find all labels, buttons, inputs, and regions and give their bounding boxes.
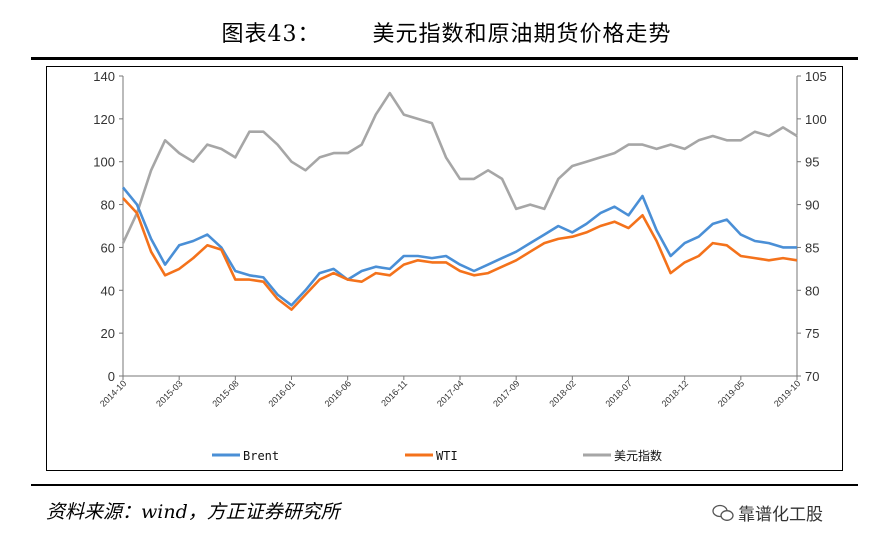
- x-tick-label: 2018-12: [660, 378, 690, 408]
- legend-label-Brent: Brent: [243, 449, 279, 463]
- source-note: 资料来源：wind，方正证券研究所: [46, 501, 340, 523]
- x-tick-label: 2016-11: [379, 378, 409, 408]
- y-right-tick-label: 105: [805, 69, 827, 84]
- series-line-WTI: [122, 197, 798, 311]
- x-tick-label: 2018-02: [547, 378, 577, 408]
- y-left-tick-label: 60: [101, 240, 115, 255]
- x-tick-label: 2018-07: [603, 378, 633, 408]
- x-tick-label: 2016-06: [323, 378, 353, 408]
- x-tick-label: 2019-05: [716, 378, 746, 408]
- legend-label-美元指数: 美元指数: [614, 448, 662, 463]
- y-left-tick-label: 140: [93, 69, 115, 84]
- chart-frame: [46, 66, 843, 471]
- figure-title-text: 美元指数和原油期货价格走势: [372, 22, 672, 47]
- figure-label: 图表43：: [221, 22, 321, 47]
- series-line-美元指数: [121, 91, 798, 244]
- x-tick-label: 2019-10: [772, 378, 802, 408]
- top-rule: [31, 57, 858, 60]
- wechat-icon: [712, 504, 734, 521]
- x-tick-label: 2015-08: [210, 378, 240, 408]
- y-right-tick-label: 70: [805, 369, 819, 384]
- figure-title: 图表43： 美元指数和原油期货价格走势: [0, 16, 893, 48]
- y-left-tick-label: 120: [93, 112, 115, 127]
- watermark: 靠谱化工股: [712, 500, 823, 525]
- y-right-tick-label: 90: [805, 198, 819, 213]
- y-left-tick-label: 40: [101, 283, 115, 298]
- y-left-tick-label: 20: [101, 326, 115, 341]
- x-tick-label: 2015-03: [154, 378, 184, 408]
- y-right-tick-label: 85: [805, 240, 819, 255]
- x-tick-label: 2017-04: [435, 378, 465, 408]
- y-right-tick-label: 75: [805, 326, 819, 341]
- y-right-tick-label: 95: [805, 155, 819, 170]
- y-left-tick-label: 80: [101, 198, 115, 213]
- bottom-rule: [31, 484, 858, 486]
- y-left-tick-label: 100: [93, 155, 115, 170]
- series-line-Brent: [121, 186, 797, 307]
- watermark-text: 靠谱化工股: [738, 505, 823, 525]
- x-tick-label: 2016-01: [266, 378, 296, 408]
- y-left-tick-label: 0: [108, 369, 115, 384]
- x-tick-label: 2017-09: [491, 378, 521, 408]
- y-right-tick-label: 100: [805, 112, 827, 127]
- legend-label-WTI: WTI: [436, 449, 458, 463]
- y-right-tick-label: 80: [805, 283, 819, 298]
